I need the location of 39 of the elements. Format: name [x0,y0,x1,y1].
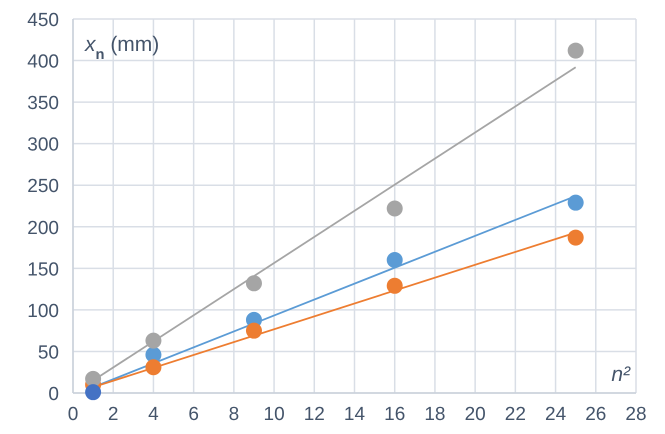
y-tick-label: 50 [38,342,59,364]
x-tick-label: 24 [545,404,567,425]
x-tick-label: 16 [384,404,406,425]
point [386,252,403,268]
y-tick-label: 300 [27,134,59,156]
y-axis-title: x$_{n}$ (mm) [84,33,160,63]
y-tick-label: 250 [27,176,59,198]
y-tick-label: 450 [27,10,59,31]
x-tick-label: 10 [264,404,285,425]
y-tick-label: 150 [27,259,59,280]
point [85,370,102,387]
x-tick-label: 20 [464,404,486,425]
x-tick-label: 28 [625,404,647,425]
x-axis-title: n² [611,363,631,386]
point [85,384,102,400]
x-tick-label: 6 [188,404,199,425]
y-tick-label: 100 [27,300,59,322]
y-tick-label: 200 [27,218,59,239]
point [568,230,584,246]
point [568,42,584,59]
x-tick-label: 4 [148,404,160,425]
point [386,278,403,294]
x-tick-label: 22 [504,404,526,425]
point [145,359,162,376]
point [145,332,162,349]
x-tick-label: 0 [68,404,78,425]
x-tick-label: 2 [108,404,119,425]
point [568,194,584,211]
x-tick-label: 8 [228,404,240,425]
point [386,200,403,216]
x-tick-label: 18 [424,404,446,425]
x-tick-label: 14 [344,404,366,425]
y-tick-label: 400 [27,52,59,73]
point [246,275,262,292]
point [246,322,262,339]
y-tick-label: 0 [48,384,59,405]
x-tick-label: 12 [304,404,325,425]
x-tick-label: 26 [585,404,606,425]
y-tick-label: 350 [27,93,59,114]
